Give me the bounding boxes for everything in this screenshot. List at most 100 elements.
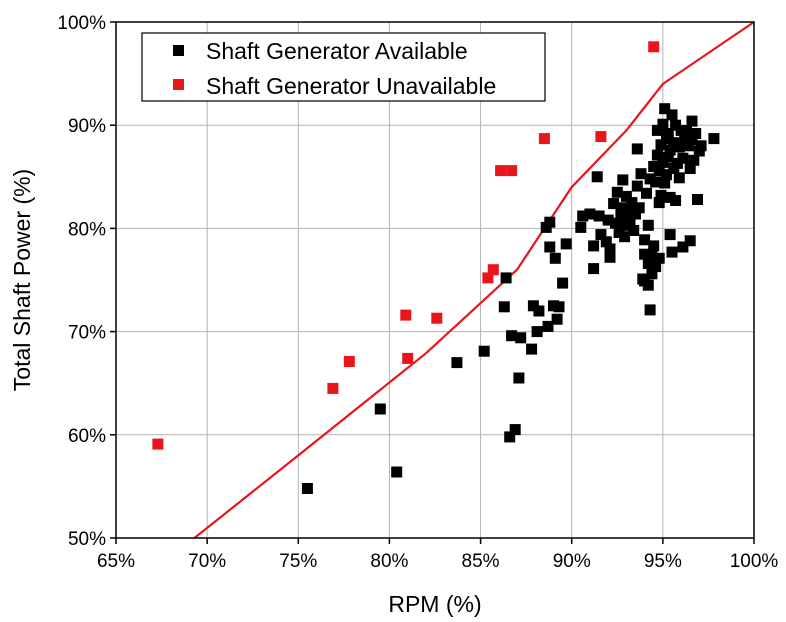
point-available bbox=[642, 258, 654, 269]
point-available bbox=[628, 225, 640, 236]
point-unavailable bbox=[327, 382, 339, 394]
legend-label-unavailable: Shaft Generator Unavailable bbox=[206, 73, 496, 99]
x-tick-label: 65% bbox=[97, 551, 135, 572]
point-available bbox=[633, 202, 645, 214]
point-available bbox=[620, 190, 632, 202]
point-available bbox=[509, 424, 521, 436]
point-available bbox=[531, 326, 543, 338]
point-available bbox=[619, 231, 631, 243]
point-unavailable bbox=[487, 264, 499, 276]
point-available bbox=[588, 240, 600, 252]
point-available bbox=[673, 141, 685, 153]
point-available bbox=[500, 272, 512, 284]
point-available bbox=[651, 149, 663, 161]
point-available bbox=[544, 241, 556, 253]
point-unavailable bbox=[648, 41, 660, 53]
point-available bbox=[651, 124, 663, 136]
point-available bbox=[635, 168, 647, 180]
point-available bbox=[686, 134, 698, 146]
point-available bbox=[374, 403, 386, 415]
x-axis-title: RPM (%) bbox=[388, 591, 481, 617]
point-available bbox=[653, 252, 665, 264]
point-available bbox=[391, 466, 403, 478]
point-available bbox=[657, 118, 669, 130]
point-available bbox=[631, 143, 643, 155]
point-available bbox=[650, 261, 662, 273]
point-available bbox=[515, 332, 527, 344]
point-available bbox=[533, 305, 545, 317]
point-unavailable bbox=[495, 165, 507, 177]
legend-box bbox=[141, 32, 546, 102]
x-tick-label: 80% bbox=[370, 551, 408, 572]
point-available bbox=[666, 246, 678, 258]
point-available bbox=[695, 140, 707, 152]
point-available bbox=[653, 197, 665, 209]
point-available bbox=[591, 171, 603, 183]
point-available bbox=[659, 177, 671, 189]
x-tick-label: 75% bbox=[279, 551, 317, 572]
point-available bbox=[593, 210, 605, 222]
point-available bbox=[478, 345, 490, 357]
point-available bbox=[588, 263, 600, 275]
point-available bbox=[560, 238, 572, 250]
point-available bbox=[692, 194, 703, 205]
point-available bbox=[670, 195, 682, 206]
point-available bbox=[615, 212, 627, 224]
point-available bbox=[504, 431, 516, 443]
point-available bbox=[595, 229, 607, 241]
point-available bbox=[553, 301, 565, 313]
point-available bbox=[301, 483, 313, 494]
point-available bbox=[639, 248, 651, 260]
point-available bbox=[639, 234, 651, 246]
point-available bbox=[642, 219, 654, 231]
point-available bbox=[661, 169, 672, 181]
plot-frame bbox=[115, 21, 755, 539]
point-available bbox=[600, 236, 612, 248]
point-available bbox=[526, 343, 538, 355]
point-available bbox=[575, 221, 587, 233]
point-available bbox=[655, 139, 667, 151]
point-available bbox=[681, 125, 693, 137]
legend-marker-available bbox=[173, 45, 184, 56]
point-available bbox=[577, 210, 589, 222]
point-available bbox=[688, 154, 700, 166]
point-available bbox=[542, 320, 554, 332]
series-available bbox=[301, 103, 720, 494]
point-available bbox=[584, 208, 596, 220]
point-available bbox=[451, 357, 463, 369]
y-tick-label: 60% bbox=[68, 426, 106, 447]
point-available bbox=[641, 187, 652, 199]
grid-lines bbox=[116, 22, 754, 538]
point-available bbox=[655, 189, 667, 201]
point-unavailable bbox=[538, 133, 550, 145]
point-available bbox=[557, 277, 569, 289]
point-unavailable bbox=[431, 312, 443, 324]
y-tick-label: 100% bbox=[57, 13, 106, 34]
point-available bbox=[673, 172, 685, 184]
point-available bbox=[622, 205, 634, 217]
point-available bbox=[506, 330, 518, 342]
point-available bbox=[624, 214, 636, 226]
legend-marker-unavailable bbox=[173, 79, 184, 90]
point-available bbox=[682, 140, 694, 152]
y-tick-label: 90% bbox=[68, 116, 106, 137]
x-tick-label: 90% bbox=[553, 551, 591, 572]
point-available bbox=[662, 128, 674, 139]
point-available bbox=[513, 372, 525, 384]
point-available bbox=[677, 152, 689, 164]
point-available bbox=[602, 214, 614, 226]
point-available bbox=[644, 304, 656, 316]
point-available bbox=[677, 241, 689, 253]
data-points bbox=[152, 41, 720, 494]
point-available bbox=[611, 186, 623, 198]
point-unavailable bbox=[343, 356, 355, 367]
point-available bbox=[626, 197, 638, 209]
point-available bbox=[642, 279, 654, 291]
point-available bbox=[608, 198, 620, 210]
point-available bbox=[648, 240, 660, 252]
point-available bbox=[615, 202, 627, 214]
point-available bbox=[662, 151, 674, 163]
point-available bbox=[630, 208, 641, 220]
y-tick-label: 70% bbox=[68, 323, 106, 344]
point-available bbox=[604, 243, 616, 255]
